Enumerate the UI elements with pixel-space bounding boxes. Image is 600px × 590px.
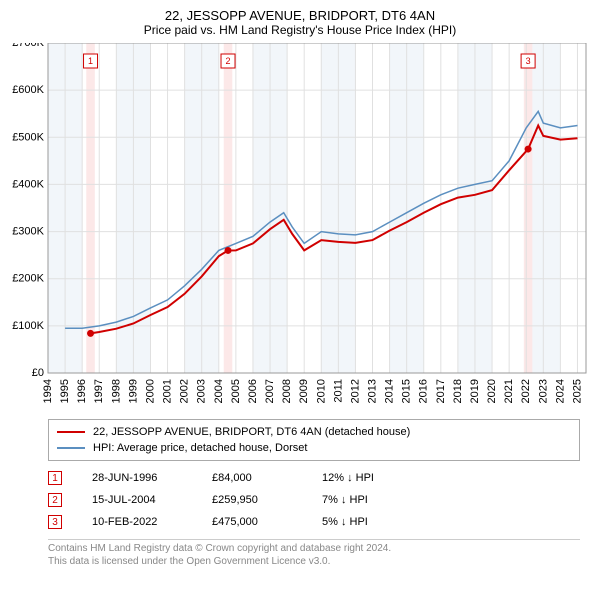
x-tick-label: 1994 xyxy=(42,379,54,403)
y-tick-label: £600K xyxy=(12,84,44,96)
x-tick-label: 2020 xyxy=(486,379,498,403)
x-tick-label: 2006 xyxy=(247,379,259,403)
y-tick-label: £400K xyxy=(12,178,44,190)
markers-table: 1 28-JUN-1996 £84,000 12% ↓ HPI 2 15-JUL… xyxy=(48,467,580,533)
page-title: 22, JESSOPP AVENUE, BRIDPORT, DT6 4AN xyxy=(8,8,592,23)
x-tick-label: 2005 xyxy=(230,379,242,403)
chart-container: £0 £100K £200K £300K £400K £500K £600K £700K 199… xyxy=(8,43,592,415)
x-tick-label: 2022 xyxy=(520,379,532,403)
x-tick-label: 2001 xyxy=(162,379,174,403)
y-tick-label: £100K xyxy=(12,320,44,332)
x-tick-label: 2012 xyxy=(349,379,361,403)
x-tick-label: 2000 xyxy=(144,379,156,403)
marker-num-2: 2 xyxy=(226,56,231,66)
x-tick-label: 2003 xyxy=(196,379,208,403)
legend-swatch-subject xyxy=(57,431,85,433)
marker-num-1: 1 xyxy=(88,56,93,66)
x-tick-label: 1999 xyxy=(127,379,139,403)
marker-price-3: £475,000 xyxy=(212,516,292,528)
x-tick-label: 2004 xyxy=(213,379,225,403)
x-tick-label: 1996 xyxy=(76,379,88,403)
x-tick-label: 2002 xyxy=(179,379,191,403)
legend-label-hpi: HPI: Average price, detached house, Dors… xyxy=(93,442,307,454)
legend-item-subject: 22, JESSOPP AVENUE, BRIDPORT, DT6 4AN (d… xyxy=(57,424,571,440)
x-tick-label: 2015 xyxy=(401,379,413,403)
x-tick-label: 2017 xyxy=(435,379,447,403)
marker-dot-2 xyxy=(225,247,232,254)
x-tick-label: 2011 xyxy=(332,379,344,403)
marker-badge-2: 2 xyxy=(48,493,62,507)
marker-dot-1 xyxy=(87,330,94,337)
y-tick-label: £0 xyxy=(32,367,44,379)
x-tick-label: 2013 xyxy=(367,379,379,403)
x-tick-label: 2016 xyxy=(418,379,430,403)
license-line-2: This data is licensed under the Open Gov… xyxy=(48,555,580,568)
page-subtitle: Price paid vs. HM Land Registry's House … xyxy=(8,23,592,37)
x-tick-label: 2021 xyxy=(503,379,515,403)
y-tick-label: £500K xyxy=(12,131,44,143)
x-tick-label: 1995 xyxy=(59,379,71,403)
x-tick-label: 2010 xyxy=(315,379,327,403)
marker-date-3: 10-FEB-2022 xyxy=(92,516,182,528)
x-tick-label: 1997 xyxy=(93,379,105,403)
marker-diff-3: 5% ↓ HPI xyxy=(322,516,422,528)
marker-price-2: £259,950 xyxy=(212,494,292,506)
x-tick-label: 2024 xyxy=(554,379,566,403)
y-tick-label: £300K xyxy=(12,226,44,238)
marker-diff-1: 12% ↓ HPI xyxy=(322,472,422,484)
license-line-1: Contains HM Land Registry data © Crown c… xyxy=(48,542,580,555)
x-tick-label: 2009 xyxy=(298,379,310,403)
marker-date-2: 15-JUL-2004 xyxy=(92,494,182,506)
marker-dot-3 xyxy=(525,146,532,153)
y-tick-label: £700K xyxy=(12,43,44,49)
marker-row-3: 3 10-FEB-2022 £475,000 5% ↓ HPI xyxy=(48,511,580,533)
x-tick-label: 2007 xyxy=(264,379,276,403)
marker-row-1: 1 28-JUN-1996 £84,000 12% ↓ HPI xyxy=(48,467,580,489)
x-tick-label: 2019 xyxy=(469,379,481,403)
marker-price-1: £84,000 xyxy=(212,472,292,484)
legend-swatch-hpi xyxy=(57,447,85,449)
marker-row-2: 2 15-JUL-2004 £259,950 7% ↓ HPI xyxy=(48,489,580,511)
x-tick-label: 2018 xyxy=(452,379,464,403)
legend-item-hpi: HPI: Average price, detached house, Dors… xyxy=(57,440,571,456)
x-tick-label: 2023 xyxy=(537,379,549,403)
marker-num-3: 3 xyxy=(526,56,531,66)
x-tick-label: 2014 xyxy=(384,379,396,403)
x-tick-label: 1998 xyxy=(110,379,122,403)
marker-badge-1: 1 xyxy=(48,471,62,485)
x-tick-label: 2008 xyxy=(281,379,293,403)
legend: 22, JESSOPP AVENUE, BRIDPORT, DT6 4AN (d… xyxy=(48,419,580,461)
marker-date-1: 28-JUN-1996 xyxy=(92,472,182,484)
marker-badge-3: 3 xyxy=(48,515,62,529)
x-tick-label: 2025 xyxy=(571,379,583,403)
legend-label-subject: 22, JESSOPP AVENUE, BRIDPORT, DT6 4AN (d… xyxy=(93,426,410,438)
y-tick-label: £200K xyxy=(12,273,44,285)
marker-diff-2: 7% ↓ HPI xyxy=(322,494,422,506)
license-notice: Contains HM Land Registry data © Crown c… xyxy=(48,539,580,568)
chart-svg: £0 £100K £200K £300K £400K £500K £600K £700K 199… xyxy=(8,43,592,415)
